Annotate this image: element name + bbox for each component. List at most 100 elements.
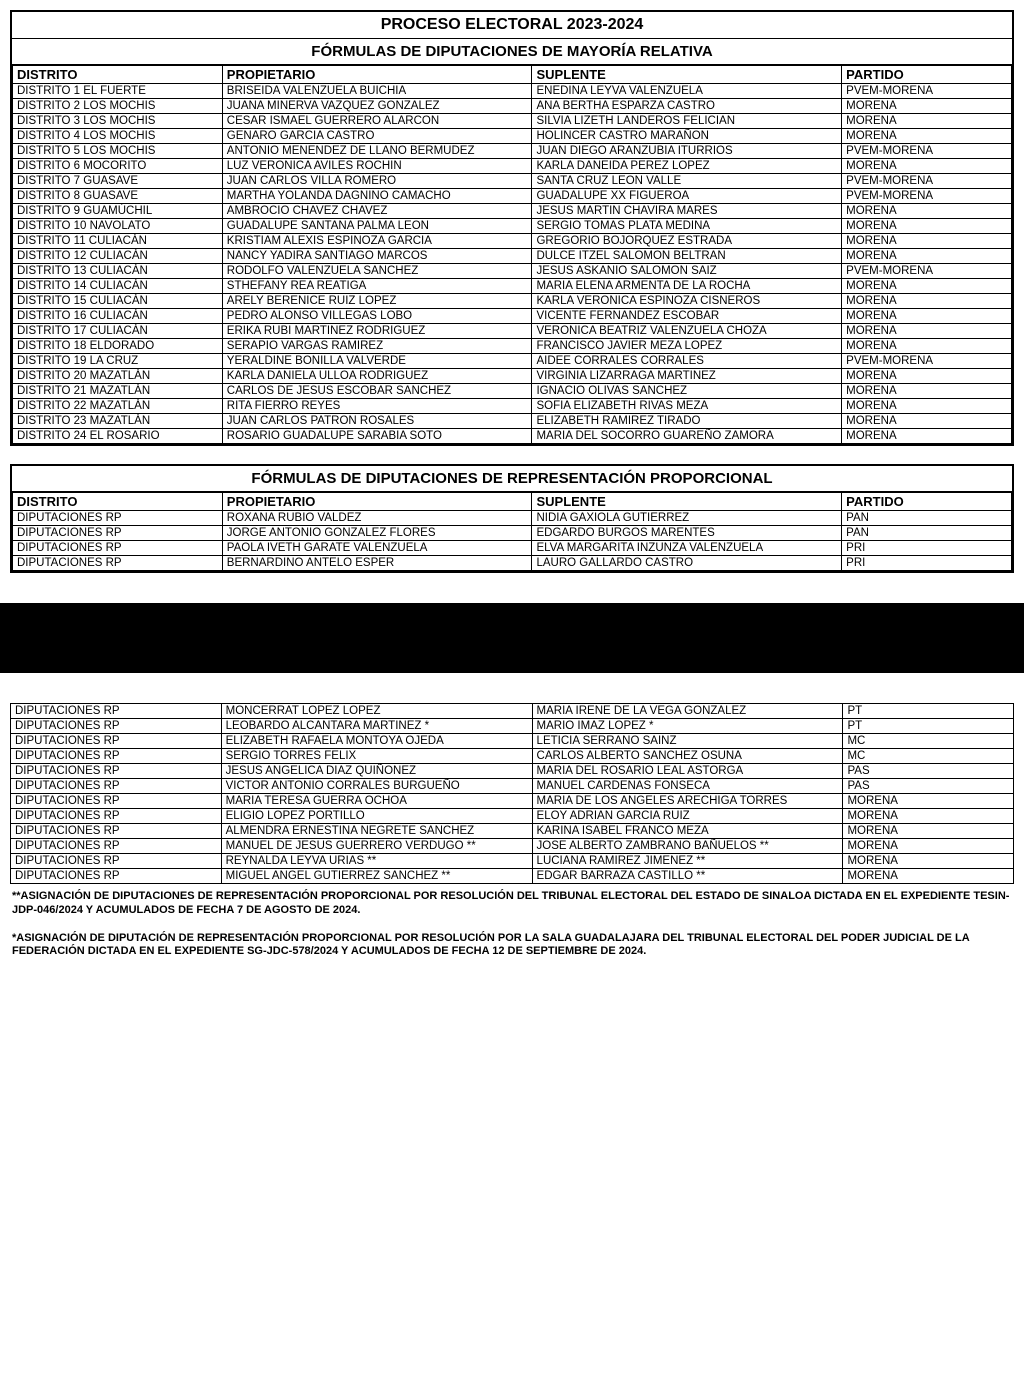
table-cell: DISTRITO 16 CULIACÁN — [13, 309, 223, 324]
table-cell: ROSARIO GUADALUPE SARABIA SOTO — [222, 429, 532, 444]
table-cell: MC — [843, 734, 1014, 749]
table-cell: LUZ VERONICA AVILES ROCHIN — [222, 159, 532, 174]
table-cell: DISTRITO 10 NAVOLATO — [13, 219, 223, 234]
table-cell: CESAR ISMAEL GUERRERO ALARCON — [222, 114, 532, 129]
table-row: DISTRITO 12 CULIACÁNNANCY YADIRA SANTIAG… — [13, 249, 1012, 264]
table-row: DISTRITO 11 CULIACÁNKRISTIAM ALEXIS ESPI… — [13, 234, 1012, 249]
table-cell: DIPUTACIONES RP — [11, 734, 222, 749]
table-cell: DISTRITO 4 LOS MOCHIS — [13, 129, 223, 144]
table-cell: LUCIANA RAMIREZ JIMENEZ ** — [532, 854, 843, 869]
table-cell: MORENA — [843, 869, 1014, 884]
table-cell: DISTRITO 8 GUASAVE — [13, 189, 223, 204]
table-cell: VICTOR ANTONIO CORRALES BURGUEÑO — [221, 779, 532, 794]
table-cell: MORENA — [842, 99, 1012, 114]
table-cell: KRISTIAM ALEXIS ESPINOZA GARCIA — [222, 234, 532, 249]
table-cell: JUANA MINERVA VAZQUEZ GONZALEZ — [222, 99, 532, 114]
table-cell: MORENA — [843, 839, 1014, 854]
table-cell: KARLA VERONICA ESPINOZA CISNEROS — [532, 294, 842, 309]
col-partido: PARTIDO — [842, 66, 1012, 84]
black-separator-band — [0, 603, 1024, 673]
table-cell: MORENA — [842, 414, 1012, 429]
table-cell: DIPUTACIONES RP — [11, 704, 222, 719]
table-row: DISTRITO 6 MOCORITOLUZ VERONICA AVILES R… — [13, 159, 1012, 174]
table-cell: ELIGIO LOPEZ PORTILLO — [221, 809, 532, 824]
table3: DIPUTACIONES RPMONCERRAT LOPEZ LOPEZMARI… — [10, 703, 1014, 884]
col-suplente: SUPLENTE — [532, 66, 842, 84]
table-cell: ELIZABETH RAFAELA MONTOYA OJEDA — [221, 734, 532, 749]
table-cell: MANUEL DE JESUS GUERRERO VERDUGO ** — [221, 839, 532, 854]
table-cell: MIGUEL ANGEL GUTIERREZ SANCHEZ ** — [221, 869, 532, 884]
table-cell: PVEM-MORENA — [842, 264, 1012, 279]
table-cell: GUADALUPE SANTANA PALMA LEON — [222, 219, 532, 234]
table-row: DISTRITO 22 MAZATLÁNRITA FIERRO REYESSOF… — [13, 399, 1012, 414]
table-cell: AMBROCIO CHAVEZ CHAVEZ — [222, 204, 532, 219]
table-cell: DISTRITO 12 CULIACÁN — [13, 249, 223, 264]
table-cell: ELOY ADRIAN GARCIA RUIZ — [532, 809, 843, 824]
table-cell: MARIA TERESA GUERRA OCHOA — [221, 794, 532, 809]
table-cell: DISTRITO 23 MAZATLÁN — [13, 414, 223, 429]
table-cell: MORENA — [843, 809, 1014, 824]
table-cell: DISTRITO 2 LOS MOCHIS — [13, 99, 223, 114]
table-cell: MORENA — [842, 369, 1012, 384]
table-cell: AIDEE CORRALES CORRALES — [532, 354, 842, 369]
table-cell: MORENA — [842, 219, 1012, 234]
table-cell: DISTRITO 6 MOCORITO — [13, 159, 223, 174]
col-propietario: PROPIETARIO — [222, 66, 532, 84]
table-cell: ANA BERTHA ESPARZA CASTRO — [532, 99, 842, 114]
table-cell: KARLA DANEIDA PEREZ LOPEZ — [532, 159, 842, 174]
table-cell: PAN — [842, 511, 1012, 526]
table-cell: FRANCISCO JAVIER MEZA LOPEZ — [532, 339, 842, 354]
table-rep-proporcional-bottom: DIPUTACIONES RPMONCERRAT LOPEZ LOPEZMARI… — [10, 703, 1014, 884]
table-row: DISTRITO 21 MAZATLÁNCARLOS DE JESUS ESCO… — [13, 384, 1012, 399]
table-cell: PT — [843, 704, 1014, 719]
table-cell: DISTRITO 5 LOS MOCHIS — [13, 144, 223, 159]
table-cell: MORENA — [842, 249, 1012, 264]
table-row: DISTRITO 16 CULIACÁNPEDRO ALONSO VILLEGA… — [13, 309, 1012, 324]
table-row: DIPUTACIONES RPROXANA RUBIO VALDEZNIDIA … — [13, 511, 1012, 526]
table-cell: JESUS MARTIN CHAVIRA MARES — [532, 204, 842, 219]
table-cell: PRI — [842, 541, 1012, 556]
table-row: DISTRITO 2 LOS MOCHISJUANA MINERVA VAZQU… — [13, 99, 1012, 114]
table-cell: DISTRITO 17 CULIACÁN — [13, 324, 223, 339]
footnote-single-asterisk: *ASIGNACIÓN DE DIPUTACIÓN DE REPRESENTAC… — [12, 932, 1012, 960]
table-cell: MORENA — [843, 854, 1014, 869]
table-cell: PAN — [842, 526, 1012, 541]
table-cell: VIRGINIA LIZARRAGA MARTINEZ — [532, 369, 842, 384]
table-cell: PAOLA IVETH GARATE VALENZUELA — [222, 541, 532, 556]
table-cell: NANCY YADIRA SANTIAGO MARCOS — [222, 249, 532, 264]
table-cell: MORENA — [842, 129, 1012, 144]
table-cell: PEDRO ALONSO VILLEGAS LOBO — [222, 309, 532, 324]
table-cell: DIPUTACIONES RP — [11, 809, 222, 824]
table-rep-proporcional-top: FÓRMULAS DE DIPUTACIONES DE REPRESENTACI… — [10, 464, 1014, 573]
table-cell: MARIA DEL ROSARIO LEAL ASTORGA — [532, 764, 843, 779]
table2-header-row: DISTRITO PROPIETARIO SUPLENTE PARTIDO — [13, 493, 1012, 511]
table-cell: DISTRITO 11 CULIACÁN — [13, 234, 223, 249]
table-cell: MORENA — [842, 384, 1012, 399]
table-cell: STHEFANY REA REATIGA — [222, 279, 532, 294]
table-cell: MARIA DEL SOCORRO GUAREÑO ZAMORA — [532, 429, 842, 444]
table-cell: RITA FIERRO REYES — [222, 399, 532, 414]
table-cell: LEOBARDO ALCANTARA MARTINEZ * — [221, 719, 532, 734]
table-cell: YERALDINE BONILLA VALVERDE — [222, 354, 532, 369]
table-cell: GREGORIO BOJORQUEZ ESTRADA — [532, 234, 842, 249]
table-cell: DIPUTACIONES RP — [13, 526, 223, 541]
table-row: DIPUTACIONES RPREYNALDA LEYVA URIAS **LU… — [11, 854, 1014, 869]
table-row: DISTRITO 8 GUASAVEMARTHA YOLANDA DAGNINO… — [13, 189, 1012, 204]
table-cell: MARIA DE LOS ANGELES ARECHIGA TORRES — [532, 794, 843, 809]
table-cell: DISTRITO 18 ELDORADO — [13, 339, 223, 354]
table-cell: MORENA — [842, 234, 1012, 249]
table-cell: PVEM-MORENA — [842, 174, 1012, 189]
table-cell: ALMENDRA ERNESTINA NEGRETE SANCHEZ — [221, 824, 532, 839]
table-cell: DISTRITO 3 LOS MOCHIS — [13, 114, 223, 129]
table-cell: ERIKA RUBI MARTINEZ RODRIGUEZ — [222, 324, 532, 339]
table-cell: ROXANA RUBIO VALDEZ — [222, 511, 532, 526]
table-cell: PVEM-MORENA — [842, 144, 1012, 159]
table-cell: DIPUTACIONES RP — [11, 764, 222, 779]
table2-subtitle: FÓRMULAS DE DIPUTACIONES DE REPRESENTACI… — [12, 466, 1012, 492]
table-cell: KARINA ISABEL FRANCO MEZA — [532, 824, 843, 839]
table-row: DIPUTACIONES RPELIGIO LOPEZ PORTILLOELOY… — [11, 809, 1014, 824]
table-cell: MORENA — [843, 824, 1014, 839]
table-row: DIPUTACIONES RPSERGIO TORRES FELIXCARLOS… — [11, 749, 1014, 764]
table-cell: PVEM-MORENA — [842, 84, 1012, 99]
table-row: DISTRITO 5 LOS MOCHISANTONIO MENENDEZ DE… — [13, 144, 1012, 159]
